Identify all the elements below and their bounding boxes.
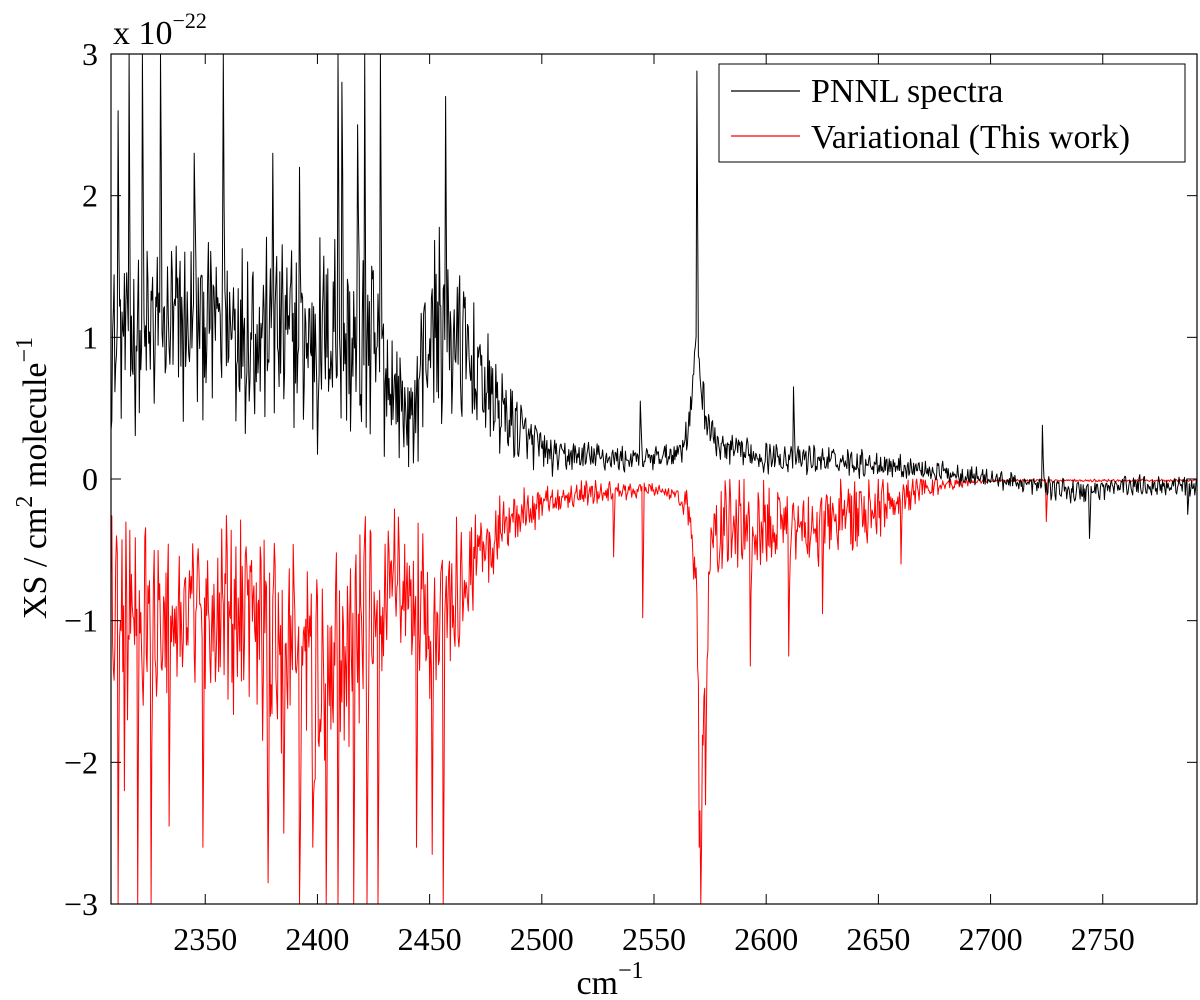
x-tick-label: 2450 bbox=[398, 921, 462, 957]
x-tick-label: 2700 bbox=[959, 921, 1023, 957]
y-tick-label: 0 bbox=[82, 461, 98, 497]
y-tick-label: 3 bbox=[82, 36, 98, 72]
y-axis: 3 2 1 0 −1 −2 −3 bbox=[64, 36, 1197, 922]
legend-label-pnnl: PNNL spectra bbox=[811, 73, 1003, 110]
x-tick-label: 2350 bbox=[173, 921, 237, 957]
legend-box bbox=[718, 63, 1186, 163]
y-tick-label: −2 bbox=[64, 744, 98, 780]
x-tick-label: 2650 bbox=[846, 921, 910, 957]
x-tick-label: 2400 bbox=[285, 921, 349, 957]
series-line-pnnl bbox=[111, 54, 1197, 539]
x-tick-label: 2600 bbox=[734, 921, 798, 957]
y-axis-title: XS / cm2 molecule−1 bbox=[12, 337, 54, 619]
legend: PNNL spectra Variational (This work) bbox=[718, 63, 1186, 163]
legend-label-variational: Variational (This work) bbox=[811, 119, 1130, 156]
y-tick-label: 2 bbox=[82, 178, 98, 214]
x-axis-title: cm−1 bbox=[576, 958, 643, 1000]
y-tick-label: −1 bbox=[64, 603, 98, 639]
series-line-variational bbox=[111, 478, 1197, 904]
x-tick-label: 2550 bbox=[622, 921, 686, 957]
y-scale-factor: x 10−22 bbox=[113, 8, 207, 52]
y-tick-label: 1 bbox=[82, 319, 98, 355]
y-tick-label: −3 bbox=[64, 886, 98, 922]
x-tick-label: 2750 bbox=[1071, 921, 1135, 957]
x-tick-label: 2500 bbox=[510, 921, 574, 957]
x-axis: 2350 2400 2450 2500 2550 2600 2650 2700 … bbox=[173, 54, 1135, 957]
